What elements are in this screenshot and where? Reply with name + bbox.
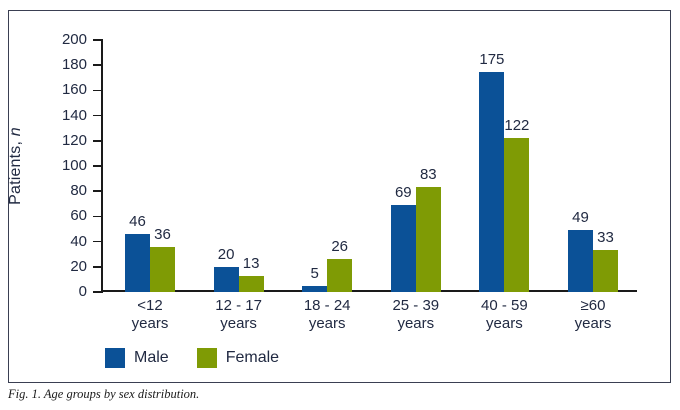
x-category-label: <12 years <box>104 297 196 333</box>
y-tick-label: 0 <box>78 283 87 300</box>
y-tick-label: 160 <box>61 81 87 99</box>
y-tick-label: 80 <box>70 182 87 200</box>
y-axis-title-text: Patients, <box>7 136 24 205</box>
y-tick-label: 180 <box>61 56 87 74</box>
y-tick-label: 60 <box>70 207 87 225</box>
x-category-line: years <box>486 315 523 332</box>
y-tick <box>93 291 103 293</box>
y-tick-label: 100 <box>61 157 87 174</box>
bar-male <box>479 71 505 292</box>
y-tick <box>93 190 103 192</box>
bar-male <box>390 205 416 292</box>
legend-label: Female <box>225 349 280 366</box>
x-category-line: years <box>308 315 346 332</box>
x-category-line: 25 - 39 <box>392 297 440 314</box>
figure-frame <box>8 10 671 383</box>
bar-female <box>504 138 530 292</box>
y-tick <box>93 89 103 92</box>
bar-value-label: 46 <box>129 213 146 231</box>
bar-male <box>125 234 150 292</box>
y-tick <box>93 114 103 117</box>
bar-value-label: 69 <box>394 184 412 202</box>
figure-caption: Fig. 1. Age groups by sex distribution. <box>8 387 200 401</box>
y-tick-label: 200 <box>61 31 87 48</box>
x-category-line: ≥60 <box>580 297 606 314</box>
x-category-line: years <box>397 315 435 332</box>
x-category-line: 12 - 17 <box>215 297 262 314</box>
legend-swatch-female <box>196 348 217 368</box>
x-axis-line <box>101 290 637 292</box>
y-axis-line <box>101 39 103 292</box>
x-category-line: years <box>220 315 257 332</box>
y-axis-title: Patients, n <box>7 66 25 266</box>
bar-female <box>327 259 353 292</box>
y-tick <box>93 64 103 66</box>
x-category-line: 40 - 59 <box>481 297 528 314</box>
bar-female <box>238 275 264 292</box>
y-tick <box>93 39 103 41</box>
y-axis-title-italic-n: n <box>7 127 24 137</box>
bar-male <box>568 230 593 292</box>
x-category-label: ≥60 years <box>547 297 639 333</box>
bar-male <box>302 285 328 292</box>
x-category-line: years <box>131 315 169 332</box>
bar-female <box>415 187 441 292</box>
bar-female <box>593 250 618 292</box>
legend: Male Female <box>105 348 279 368</box>
bar-value-label: 5 <box>310 264 319 282</box>
y-tick <box>93 215 103 218</box>
y-tick <box>93 165 103 167</box>
x-category-label: 12 - 17 years <box>193 297 285 333</box>
legend-item-female: Female <box>196 348 280 368</box>
bar-female <box>150 246 175 292</box>
bar-value-label: 26 <box>331 238 349 256</box>
y-tick-label: 140 <box>61 106 87 124</box>
bar-value-label: 49 <box>572 209 589 227</box>
bar-value-label: 83 <box>419 166 437 184</box>
x-category-label: 18 - 24 years <box>281 297 373 333</box>
y-tick <box>93 240 103 243</box>
bar-value-label: 20 <box>217 245 235 263</box>
legend-item-male: Male <box>105 348 169 368</box>
x-category-line: <12 <box>137 297 163 314</box>
bar-value-label: 13 <box>242 254 260 272</box>
x-category-line: 18 - 24 <box>303 297 351 314</box>
x-category-label: 25 - 39 years <box>370 297 462 333</box>
y-tick <box>93 140 103 142</box>
bar-value-label: 122 <box>504 117 530 135</box>
legend-label: Male <box>134 349 169 366</box>
y-tick <box>93 266 103 268</box>
y-tick-label: 40 <box>70 232 87 250</box>
bar-value-label: 36 <box>154 225 171 243</box>
x-category-line: years <box>574 315 612 332</box>
bar-male <box>213 266 239 292</box>
bar-value-label: 175 <box>479 50 505 68</box>
y-tick-label: 120 <box>61 131 87 149</box>
legend-swatch-male <box>105 348 125 368</box>
y-tick-label: 20 <box>70 257 87 275</box>
x-category-label: 40 - 59 years <box>458 297 550 333</box>
bar-value-label: 33 <box>597 229 614 247</box>
